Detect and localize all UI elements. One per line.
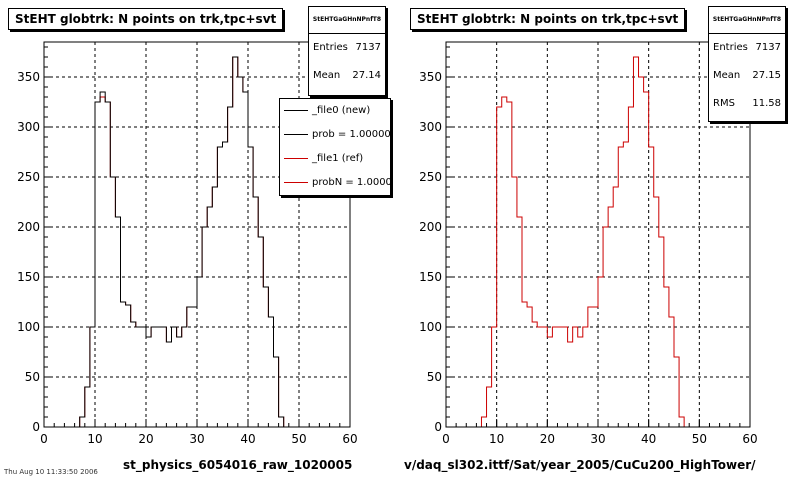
right-x-tick-label: 20 (540, 432, 555, 446)
left-y-tick-label: 50 (25, 370, 40, 384)
legend-entry: _file1 (ref) (280, 147, 390, 171)
legend-swatch (284, 182, 308, 183)
right-x-tick-label: 10 (489, 432, 504, 446)
left-y-tick-label: 300 (17, 120, 40, 134)
right-stats-rms-value: 11.58 (752, 98, 781, 109)
right-y-tick-label: 50 (427, 370, 442, 384)
right-y-tick-label: 150 (419, 270, 442, 284)
left-x-tick-label: 30 (189, 432, 204, 446)
footer-timestamp: Thu Aug 10 11:33:50 2006 (4, 468, 98, 476)
right-chart-title: StEHT globtrk: N points on trk,tpc+svt (410, 8, 686, 30)
left-series-1-line (44, 56, 350, 428)
left-x-tick-label: 60 (342, 432, 357, 446)
left-stats-box: StEHTGaGHnNPnfT8 Entries 7137 Mean 27.14 (308, 6, 386, 96)
left-x-tick-label: 20 (138, 432, 153, 446)
left-stats-entries-value: 7137 (355, 42, 381, 53)
left-x-tick-label: 50 (291, 432, 306, 446)
right-stats-box: StEHTGaGHnNPnfT8 Entries 7137 Mean 27.15… (708, 6, 786, 122)
right-x-axis-title: v/daq_sl302.ittf/Sat/year_2005/CuCu200_H… (404, 458, 756, 472)
left-stats-mean-label: Mean (313, 70, 341, 81)
right-x-tick-label: 30 (590, 432, 605, 446)
left-x-tick-label: 40 (240, 432, 255, 446)
left-y-tick-label: 0 (32, 420, 40, 434)
legend-swatch (284, 134, 308, 135)
left-y-tick-label: 100 (17, 320, 40, 334)
left-stats-entries-label: Entries (313, 42, 348, 53)
left-x-tick-label: 0 (40, 432, 48, 446)
legend-label: prob = 1.000000 (312, 129, 391, 140)
legend-swatch (284, 110, 308, 111)
right-x-tick-label: 50 (692, 432, 707, 446)
right-stats-name: StEHTGaGHnNPnfT8 (709, 7, 785, 34)
right-stats-mean-label: Mean (713, 70, 741, 81)
right-stats-mean-value: 27.15 (752, 70, 781, 81)
left-legend: _file0 (new) prob = 1.000000 _file1 (ref… (279, 98, 391, 196)
right-y-tick-label: 300 (419, 120, 442, 134)
legend-label: _file0 (new) (312, 105, 371, 116)
right-x-tick-label: 0 (442, 432, 450, 446)
right-x-tick-label: 40 (641, 432, 656, 446)
legend-entry: _file0 (new) (280, 99, 390, 123)
right-stats-entries-row: Entries 7137 (709, 34, 785, 62)
legend-swatch (284, 158, 308, 159)
left-stats-mean-row: Mean 27.14 (309, 62, 385, 90)
left-stats-entries-row: Entries 7137 (309, 34, 385, 62)
legend-entry: probN = 1.000000 (280, 171, 390, 195)
left-y-tick-label: 150 (17, 270, 40, 284)
right-x-tick-label: 60 (742, 432, 757, 446)
left-stats-mean-value: 27.14 (352, 70, 381, 81)
right-y-tick-label: 250 (419, 170, 442, 184)
legend-label: _file1 (ref) (312, 153, 364, 164)
right-y-tick-label: 350 (419, 70, 442, 84)
legend-entry: prob = 1.000000 (280, 123, 390, 147)
legend-label: probN = 1.000000 (312, 177, 391, 188)
right-y-tick-label: 100 (419, 320, 442, 334)
left-y-tick-label: 350 (17, 70, 40, 84)
left-stats-name: StEHTGaGHnNPnfT8 (309, 7, 385, 34)
right-series-0-line (446, 56, 750, 428)
left-y-tick-label: 200 (17, 220, 40, 234)
right-stats-rms-label: RMS (713, 98, 735, 109)
right-y-tick-label: 0 (434, 420, 442, 434)
left-x-tick-label: 10 (87, 432, 102, 446)
right-stats-rms-row: RMS 11.58 (709, 90, 785, 118)
left-x-axis-title: st_physics_6054016_raw_1020005 (123, 458, 353, 472)
left-chart-title: StEHT globtrk: N points on trk,tpc+svt (8, 8, 284, 30)
right-stats-entries-value: 7137 (755, 42, 781, 53)
left-y-tick-label: 250 (17, 170, 40, 184)
right-y-tick-label: 200 (419, 220, 442, 234)
right-stats-mean-row: Mean 27.15 (709, 62, 785, 90)
right-stats-entries-label: Entries (713, 42, 748, 53)
